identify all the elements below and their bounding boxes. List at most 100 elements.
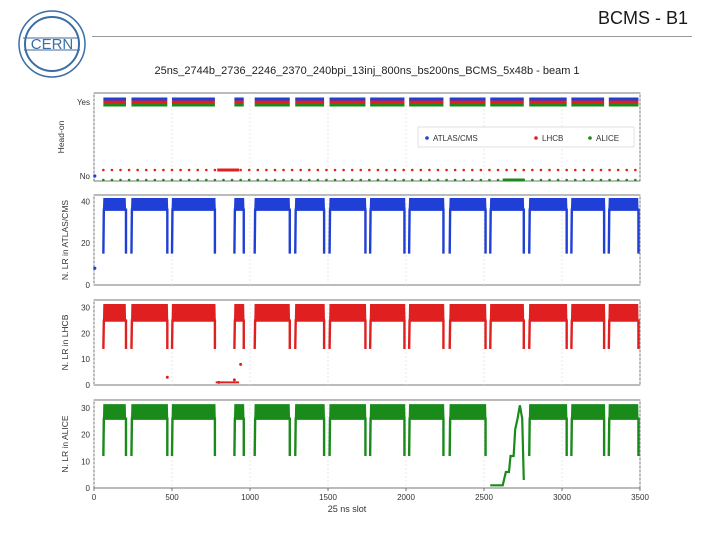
head-on-no-point <box>531 178 534 182</box>
head-on-no-point <box>565 168 568 172</box>
head-on-no-point <box>265 168 268 172</box>
lr-series-group <box>328 404 367 457</box>
lr-series-group <box>407 303 445 349</box>
lr-series-group <box>570 404 606 457</box>
head-on-no-point <box>307 178 311 182</box>
head-on-no-point <box>462 178 466 182</box>
tick-label: 20 <box>81 239 90 248</box>
tick-label: 0 <box>86 484 91 493</box>
head-on-no-point <box>539 168 543 172</box>
head-on-no-point <box>350 178 354 182</box>
head-on-no-point <box>410 168 414 172</box>
head-on-no-point <box>428 178 431 182</box>
head-on-no-point <box>582 168 586 172</box>
head-on-no-point <box>565 178 568 182</box>
tick-label: 10 <box>81 457 90 466</box>
tick-label: 2500 <box>475 493 493 502</box>
lr-series-group <box>489 197 525 254</box>
head-on-no-point <box>531 168 534 172</box>
head-on-no-point <box>119 168 122 172</box>
head-on-no-point <box>625 178 629 182</box>
head-on-no-point <box>162 178 165 182</box>
legend-label: ATLAS/CMS <box>433 134 478 143</box>
x-axis-label: 25 ns slot <box>328 504 367 514</box>
head-on-no-point <box>299 168 303 172</box>
lr-series-group <box>102 404 128 457</box>
head-on-no-point <box>205 168 208 172</box>
head-on-no-point <box>187 178 191 182</box>
head-on-no-point <box>616 178 620 182</box>
head-on-no-point <box>368 178 371 182</box>
lr-outlier-point <box>93 266 97 270</box>
head-on-no-point <box>479 168 483 172</box>
head-on-no-point <box>393 168 397 172</box>
head-on-no-point <box>385 178 388 182</box>
lr-series-group <box>130 197 169 254</box>
head-on-no-point <box>342 168 345 172</box>
head-on-no-point <box>445 178 448 182</box>
tick-label: 10 <box>81 355 90 364</box>
lr-series-group <box>170 404 217 457</box>
tick-label: 3500 <box>631 493 649 502</box>
head-on-no-point <box>402 178 405 182</box>
head-on-no-point <box>196 178 200 182</box>
head-on-no-point <box>282 178 285 182</box>
head-on-no-point <box>136 168 139 172</box>
head-on-no-point <box>410 178 414 182</box>
head-on-no-point <box>273 168 277 172</box>
head-on-no-point <box>376 178 380 182</box>
tick-label: 2000 <box>397 493 415 502</box>
head-on-no-point <box>239 178 242 182</box>
logo-text: CERN <box>31 36 74 53</box>
tick-label: 30 <box>81 304 90 313</box>
head-on-no-point <box>239 168 242 172</box>
lr-series-group <box>102 197 128 254</box>
lr-series-group <box>253 303 291 349</box>
lr-series-group <box>448 197 487 254</box>
head-on-no-point <box>153 178 157 182</box>
head-on-no-point <box>591 168 594 172</box>
head-on-no-point <box>144 168 148 172</box>
lr-series-group <box>607 197 640 254</box>
head-on-no-point <box>488 168 491 172</box>
head-on-no-point <box>419 168 423 172</box>
head-on-no-point <box>548 178 551 182</box>
head-on-no-point <box>428 168 431 172</box>
head-on-no-point <box>170 168 174 172</box>
head-on-no-point <box>179 178 182 182</box>
lr-series-group <box>607 303 640 349</box>
tick-label: 1000 <box>241 493 259 502</box>
slide-title: BCMS - B1 <box>597 8 688 28</box>
lr-series-group <box>102 303 128 349</box>
head-on-no-point <box>290 178 294 182</box>
head-on-no-point <box>522 168 526 172</box>
head-on-no-point <box>144 178 148 182</box>
lr-series-group <box>253 404 291 457</box>
head-on-no-point <box>273 178 277 182</box>
lr-outlier-point <box>239 362 243 366</box>
head-on-no-point <box>256 168 260 172</box>
tick-label: 0 <box>86 381 91 390</box>
lr-series-group <box>607 404 640 457</box>
head-on-no-point <box>591 178 594 182</box>
lr-series-group <box>570 197 606 254</box>
y-axis-label: N. LR in ATLAS/CMS <box>60 200 70 280</box>
lr-series-group <box>368 303 406 349</box>
head-on-no-point <box>496 168 500 172</box>
tick-label: No <box>80 172 91 181</box>
head-on-no-point <box>376 168 380 172</box>
head-on-no-point <box>505 168 508 172</box>
legend-box <box>417 126 635 148</box>
head-on-no-point <box>608 168 611 172</box>
head-on-no-point <box>325 168 328 172</box>
lr-series-group <box>170 197 217 254</box>
head-on-no-point <box>299 178 303 182</box>
tick-label: 3000 <box>553 493 571 502</box>
tick-label: 0 <box>92 493 97 502</box>
chart-title: 25ns_2744b_2736_2246_2370_240bpi_13inj_8… <box>154 65 580 77</box>
tick-label: 20 <box>81 431 90 440</box>
head-on-no-point <box>102 178 105 182</box>
head-on-no-point <box>325 178 328 182</box>
cern-logo: CERN <box>18 10 86 78</box>
